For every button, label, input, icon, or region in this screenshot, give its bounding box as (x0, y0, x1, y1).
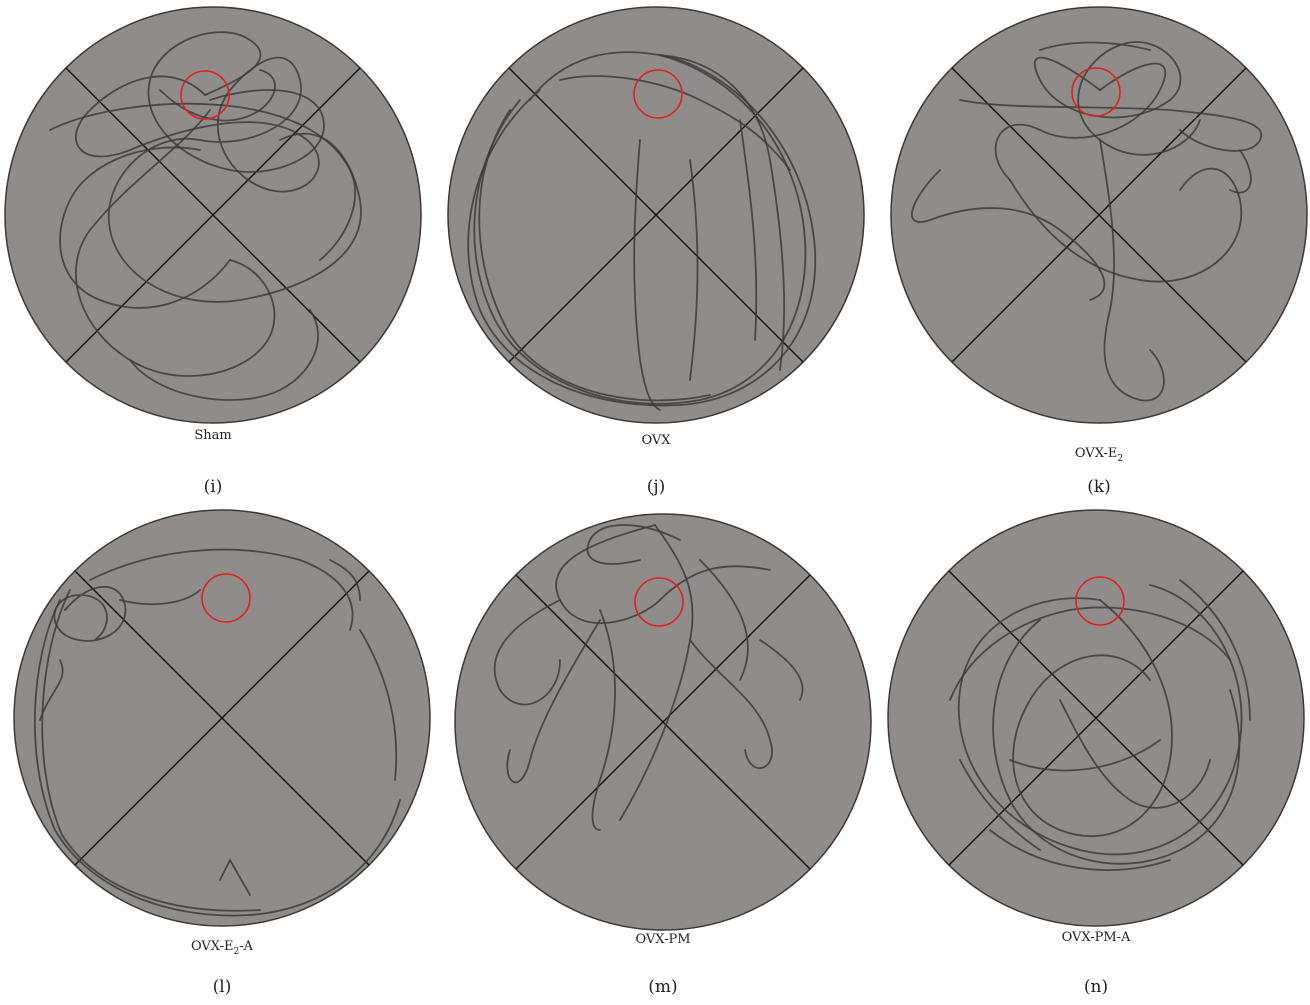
panel-id: (m) (648, 977, 677, 997)
panel-id: (l) (213, 977, 232, 997)
swim-path-trace (33, 548, 401, 917)
panel-ovx-pm-a: OVX-PM-A (n) (887, 509, 1305, 997)
quadrant-line (74, 570, 370, 866)
platform-ring (1075, 576, 1125, 626)
swim-path-trace (493, 524, 804, 831)
platform-ring (1071, 67, 1121, 117)
panel-id: (i) (204, 477, 223, 497)
panel-ovx-pm: OVX-PM (m) (454, 513, 872, 997)
quadrant-line (508, 67, 804, 363)
group-label: Sham (194, 428, 231, 443)
quadrant-line (515, 574, 811, 870)
platform-ring (180, 70, 230, 120)
swim-path-trace (911, 41, 1263, 402)
group-label: OVX-E2-A (191, 939, 254, 957)
panel-id: (j) (647, 477, 666, 497)
swim-path-trace (949, 579, 1251, 871)
group-label: OVX-E2 (1075, 446, 1123, 464)
quadrant-line (951, 67, 1247, 363)
swim-path-trace (467, 51, 817, 411)
quadrant-line (65, 67, 361, 363)
platform-ring (634, 577, 684, 627)
panel-ovx: OVX (j) (447, 6, 865, 497)
platform-ring (633, 69, 683, 119)
panel-ovx-e2: OVX-E2 (k) (890, 6, 1308, 497)
panel-id: (k) (1087, 477, 1111, 497)
platform-ring (201, 573, 251, 623)
group-label: OVX-PM-A (1062, 930, 1131, 945)
group-label: OVX-PM (635, 932, 690, 947)
panel-id: (n) (1084, 977, 1108, 997)
quadrant-line (948, 570, 1244, 866)
group-label: OVX (641, 433, 671, 448)
panel-ovx-e2-a: OVX-E2-A (l) (13, 509, 431, 997)
panel-sham: Sham (i) (4, 6, 422, 497)
